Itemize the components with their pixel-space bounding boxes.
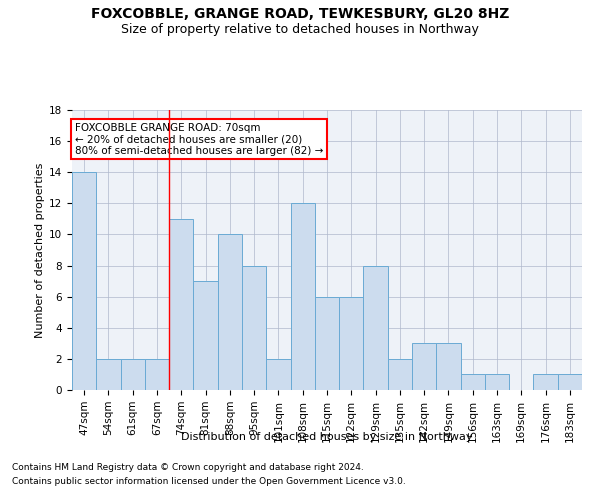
- Bar: [364, 266, 388, 390]
- Bar: [218, 234, 242, 390]
- Text: Size of property relative to detached houses in Northway: Size of property relative to detached ho…: [121, 22, 479, 36]
- Bar: [412, 344, 436, 390]
- Bar: [242, 266, 266, 390]
- Bar: [121, 359, 145, 390]
- Bar: [533, 374, 558, 390]
- Bar: [485, 374, 509, 390]
- Text: Contains HM Land Registry data © Crown copyright and database right 2024.: Contains HM Land Registry data © Crown c…: [12, 464, 364, 472]
- Bar: [266, 359, 290, 390]
- Bar: [290, 204, 315, 390]
- Bar: [339, 296, 364, 390]
- Bar: [558, 374, 582, 390]
- Bar: [436, 344, 461, 390]
- Text: Distribution of detached houses by size in Northway: Distribution of detached houses by size …: [181, 432, 473, 442]
- Bar: [315, 296, 339, 390]
- Bar: [169, 219, 193, 390]
- Bar: [388, 359, 412, 390]
- Text: FOXCOBBLE GRANGE ROAD: 70sqm
← 20% of detached houses are smaller (20)
80% of se: FOXCOBBLE GRANGE ROAD: 70sqm ← 20% of de…: [74, 122, 323, 156]
- Bar: [96, 359, 121, 390]
- Bar: [72, 172, 96, 390]
- Bar: [461, 374, 485, 390]
- Text: Contains public sector information licensed under the Open Government Licence v3: Contains public sector information licen…: [12, 477, 406, 486]
- Bar: [145, 359, 169, 390]
- Text: FOXCOBBLE, GRANGE ROAD, TEWKESBURY, GL20 8HZ: FOXCOBBLE, GRANGE ROAD, TEWKESBURY, GL20…: [91, 8, 509, 22]
- Bar: [193, 281, 218, 390]
- Y-axis label: Number of detached properties: Number of detached properties: [35, 162, 45, 338]
